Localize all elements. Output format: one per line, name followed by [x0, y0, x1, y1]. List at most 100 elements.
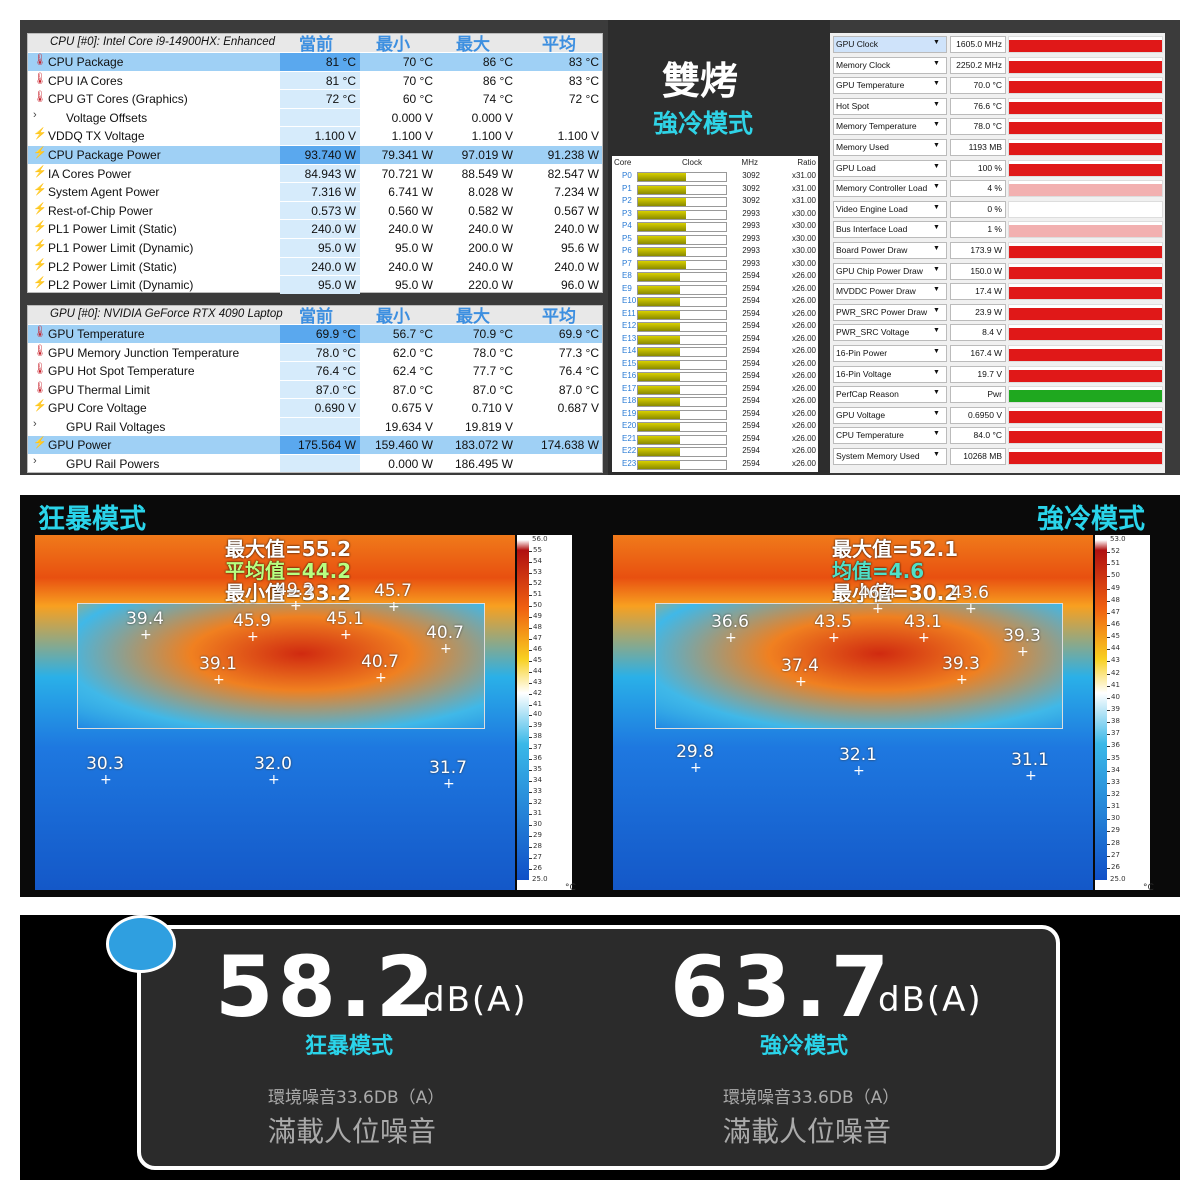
sensor-value-box: [950, 283, 1006, 301]
sensor-graph: [1009, 81, 1162, 94]
dropdown-arrow: ▼: [933, 245, 940, 252]
sensor-label: PWR_SRC Power Draw: [836, 306, 928, 317]
clock-bar: [638, 398, 680, 406]
row-value: 83 °C: [568, 55, 599, 69]
sensor-label: Memory Clock: [836, 59, 891, 70]
row-value: 174.638 W: [540, 438, 599, 452]
core-name: E17: [622, 383, 637, 393]
row-value: 0.573 W: [311, 203, 356, 218]
noise-caption: 滿載人位噪音: [268, 1115, 437, 1148]
row-icon: ⚡: [33, 277, 47, 290]
row-value: 0.560 W: [388, 203, 433, 218]
sensor-label-box: [833, 365, 947, 383]
sensor-graph: [1009, 143, 1162, 155]
sensor-label-box: [833, 406, 947, 424]
scale-tick-label: 47: [533, 633, 542, 642]
row-value: 220.0 W: [468, 278, 513, 293]
clock-bar: [638, 310, 680, 319]
row-value: 70 °C: [402, 55, 433, 69]
scale-tick-label: 44: [1111, 644, 1120, 653]
sensor-value: 70.0 °C: [973, 80, 1002, 91]
sensor-value-box: [950, 180, 1006, 198]
sensor-value-box: [950, 365, 1006, 383]
scale-tick-label: 45: [1111, 632, 1120, 641]
sensor-label-box: [833, 324, 947, 342]
core-ratio: x26.00: [791, 383, 816, 393]
sensor-graph: [1009, 390, 1162, 403]
thermal-stat: 平均值=44.2: [225, 559, 352, 583]
scale-tick-label: 48: [533, 622, 542, 631]
dropdown-arrow: ▼: [933, 162, 940, 170]
sensor-value-box: [950, 200, 1006, 218]
sensor-graph: [1009, 307, 1162, 320]
dropdown-arrow: ▼: [933, 409, 940, 417]
clock-bar-track: [637, 434, 727, 445]
current-cell: [280, 220, 360, 238]
noise-value: 63.7: [670, 938, 894, 1036]
core-name: P3: [622, 208, 632, 218]
core-name: E13: [622, 333, 637, 343]
column-header: 最大: [456, 307, 490, 327]
sensor-label-box: [833, 386, 947, 404]
row-value: 95.0 W: [317, 241, 356, 255]
row-icon: 🌡: [33, 363, 47, 375]
point-cross: +: [100, 772, 112, 788]
clock-bar-track: [637, 447, 727, 457]
scale-tick: [1107, 722, 1110, 724]
row-label: CPU IA Cores: [48, 73, 123, 88]
row-icon: ⚡: [33, 184, 47, 197]
sensor-value-box: [950, 159, 1006, 177]
core-name: E10: [622, 296, 637, 305]
sensor-value-box: [950, 303, 1006, 321]
thermal-stat: 最小值=30.2: [832, 581, 959, 605]
sensor-label: MVDDC Power Draw: [836, 286, 916, 297]
row-value: 87.0 °C: [392, 382, 433, 397]
point-cross: +: [1017, 644, 1029, 660]
core-ratio: x30.00: [791, 221, 816, 230]
scale-tick: [1107, 831, 1110, 833]
scale-tick-label: 30: [1111, 814, 1120, 823]
mode-label: 狂暴模式: [38, 504, 146, 535]
sensor-value: 84.0 °C: [973, 430, 1002, 441]
scale-tick-label: 41: [1111, 680, 1120, 689]
scale-tick-label: 26: [1111, 862, 1120, 871]
scale-tick-label: 37: [533, 743, 542, 752]
row-label: System Agent Power: [48, 185, 160, 200]
scale-tick: [1107, 612, 1110, 614]
scale-tick: [1107, 758, 1110, 760]
core-name: P2: [622, 196, 632, 205]
scale-tick-label: 50: [1111, 571, 1120, 580]
dropdown-arrow: ▼: [933, 368, 940, 376]
row-value: 240.0 W: [554, 259, 599, 274]
core-ratio: x30.00: [791, 258, 816, 268]
scale-tick: [529, 660, 532, 662]
sensor-label: Video Engine Load: [836, 203, 908, 214]
sensor-value-box: [950, 242, 1006, 259]
sensor-label-box: [833, 221, 947, 239]
sensor-graph: [1009, 246, 1162, 258]
point-label: 45.1: [326, 609, 364, 629]
scale-tick: [1107, 782, 1110, 784]
row-value: 62.4 °C: [392, 364, 433, 378]
scale-tick-label: 51: [1111, 559, 1120, 568]
thermal-stat: 最大值=55.2: [225, 537, 352, 561]
keyboard-region: [77, 603, 485, 729]
column-header: 平均: [542, 35, 576, 55]
row-value: 240.0 W: [311, 222, 356, 237]
scale-unit: °C: [1143, 883, 1154, 893]
column-header: 當前: [299, 307, 333, 327]
row-value: 87.0 °C: [315, 382, 356, 397]
scale-tick-label: 29: [533, 831, 542, 840]
core-mhz: 2594: [742, 358, 760, 368]
sensor-label: PerfCap Reason: [836, 389, 899, 400]
row-label: GPU Memory Junction Temperature: [48, 345, 240, 360]
row-icon: ⚡: [33, 258, 47, 271]
row-value: 56.7 °C: [392, 327, 433, 341]
dropdown-arrow: ▼: [933, 224, 940, 232]
scale-tick-label: 27: [1111, 850, 1120, 859]
current-cell: [280, 127, 360, 145]
sensor-value-box: [950, 345, 1006, 362]
core-name: E16: [622, 371, 637, 380]
sensor-value: 150.0 W: [970, 265, 1002, 276]
core-name: P6: [622, 246, 632, 255]
